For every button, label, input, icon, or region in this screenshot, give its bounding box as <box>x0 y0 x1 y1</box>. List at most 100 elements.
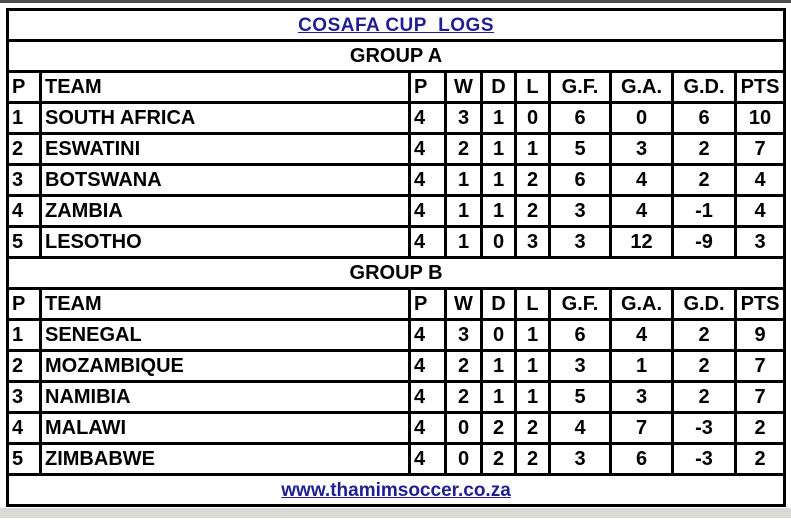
cell-stat: 2 <box>671 163 737 197</box>
cell-stat: 6 <box>548 163 612 197</box>
cell-stat: 2 <box>6 349 42 383</box>
column-header-row: P TEAM P W D L G.F. G.A. G.D. PTS <box>6 287 787 321</box>
cell-stat: 2 <box>480 411 517 445</box>
column-header: TEAM <box>39 70 411 104</box>
column-header: P <box>408 287 447 321</box>
cell-stat: 3 <box>548 194 612 228</box>
cell-stat: 4 <box>6 194 42 228</box>
cell-stat: 12 <box>609 225 674 259</box>
cell-stat: 3 <box>548 225 612 259</box>
cell-stat: 1 <box>480 132 517 166</box>
bottom-edge-strip <box>0 508 791 518</box>
cell-stat: 1 <box>444 163 483 197</box>
cell-stat: 2 <box>671 349 737 383</box>
cell-stat: 3 <box>444 101 483 135</box>
cell-stat: 0 <box>444 442 483 476</box>
cell-stat: 5 <box>6 442 42 476</box>
cell-stat: 2 <box>733 411 787 445</box>
cell-stat: -9 <box>671 225 737 259</box>
cell-team: MALAWI <box>39 411 411 445</box>
cell-team: BOTSWANA <box>39 163 411 197</box>
page-title: COSAFA CUP LOGS <box>298 14 494 36</box>
cell-stat: 0 <box>480 225 517 259</box>
cell-stat: 0 <box>514 101 551 135</box>
cell-stat: 3 <box>514 225 551 259</box>
cell-stat: 1 <box>514 380 551 414</box>
table-row: 1 SOUTH AFRICA 4 3 1 0 6 0 6 10 <box>6 101 787 135</box>
table-row: 3 NAMIBIA 4 2 1 1 5 3 2 7 <box>6 380 787 414</box>
cell-stat: 6 <box>671 101 737 135</box>
cell-stat: 2 <box>444 380 483 414</box>
cell-stat: 4 <box>733 163 787 197</box>
cell-stat: 1 <box>514 318 551 352</box>
cell-team: LESOTHO <box>39 225 411 259</box>
cell-stat: 4 <box>408 101 447 135</box>
footer-link[interactable]: www.thamimsoccer.co.za <box>281 479 511 501</box>
title-cell: COSAFA CUP LOGS <box>5 8 787 42</box>
cell-stat: -3 <box>671 411 737 445</box>
column-header: TEAM <box>39 287 411 321</box>
cell-team: SENEGAL <box>39 318 411 352</box>
column-header-row: P TEAM P W D L G.F. G.A. G.D. PTS <box>6 70 787 104</box>
column-header: G.F. <box>548 287 612 321</box>
cell-stat: 9 <box>733 318 787 352</box>
cell-stat: 3 <box>733 225 787 259</box>
cosafa-logs-table: COSAFA CUP LOGS GROUP A P TEAM P W D L G.F. G.A.… <box>5 8 787 507</box>
cell-stat: 4 <box>6 411 42 445</box>
cell-stat: 4 <box>609 194 674 228</box>
cell-stat: 1 <box>444 225 483 259</box>
cell-stat: 1 <box>480 101 517 135</box>
cell-stat: 7 <box>733 132 787 166</box>
cell-stat: 7 <box>733 349 787 383</box>
column-header: W <box>444 287 483 321</box>
table-row: 5 ZIMBABWE 4 0 2 2 3 6 -3 2 <box>6 442 787 476</box>
cell-stat: 1 <box>514 132 551 166</box>
column-header: D <box>480 287 517 321</box>
cell-stat: 1 <box>609 349 674 383</box>
cell-stat: 0 <box>609 101 674 135</box>
column-header: G.A. <box>609 70 674 104</box>
cell-stat: 4 <box>733 194 787 228</box>
cell-stat: 4 <box>408 163 447 197</box>
column-header: PTS <box>733 287 787 321</box>
cell-team: NAMIBIA <box>39 380 411 414</box>
cell-stat: 0 <box>480 318 517 352</box>
table-row: 4 MALAWI 4 0 2 2 4 7 -3 2 <box>6 411 787 445</box>
column-header: G.F. <box>548 70 612 104</box>
cell-team: MOZAMBIQUE <box>39 349 411 383</box>
cell-stat: 4 <box>609 318 674 352</box>
cell-stat: 1 <box>480 194 517 228</box>
column-header: P <box>6 70 42 104</box>
cell-stat: 2 <box>514 163 551 197</box>
cell-stat: 2 <box>6 132 42 166</box>
group-heading: GROUP B <box>5 256 787 290</box>
cell-stat: 2 <box>514 442 551 476</box>
table-row: 2 ESWATINI 4 2 1 1 5 3 2 7 <box>6 132 787 166</box>
cell-stat: 2 <box>671 318 737 352</box>
cell-team: ESWATINI <box>39 132 411 166</box>
cell-stat: 7 <box>733 380 787 414</box>
cell-stat: 1 <box>6 101 42 135</box>
table-row: 5 LESOTHO 4 1 0 3 3 12 -9 3 <box>6 225 787 259</box>
column-header: W <box>444 70 483 104</box>
cell-stat: 6 <box>548 101 612 135</box>
cell-stat: 4 <box>408 442 447 476</box>
group-heading-row: GROUP A <box>5 39 787 73</box>
column-header: P <box>6 287 42 321</box>
top-edge-strip <box>0 0 791 3</box>
cell-stat: 4 <box>548 411 612 445</box>
cell-stat: 4 <box>408 349 447 383</box>
cell-stat: -3 <box>671 442 737 476</box>
cell-stat: 5 <box>548 132 612 166</box>
cell-stat: 5 <box>6 225 42 259</box>
table-row: 1 SENEGAL 4 3 0 1 6 4 2 9 <box>6 318 787 352</box>
footer-cell: www.thamimsoccer.co.za <box>5 473 787 507</box>
cell-stat: 7 <box>609 411 674 445</box>
cell-stat: 4 <box>408 194 447 228</box>
cell-stat: 4 <box>408 132 447 166</box>
cell-stat: 3 <box>6 163 42 197</box>
column-header: P <box>408 70 447 104</box>
table-row: 4 ZAMBIA 4 1 1 2 3 4 -1 4 <box>6 194 787 228</box>
cell-team: ZIMBABWE <box>39 442 411 476</box>
cell-stat: 4 <box>408 318 447 352</box>
